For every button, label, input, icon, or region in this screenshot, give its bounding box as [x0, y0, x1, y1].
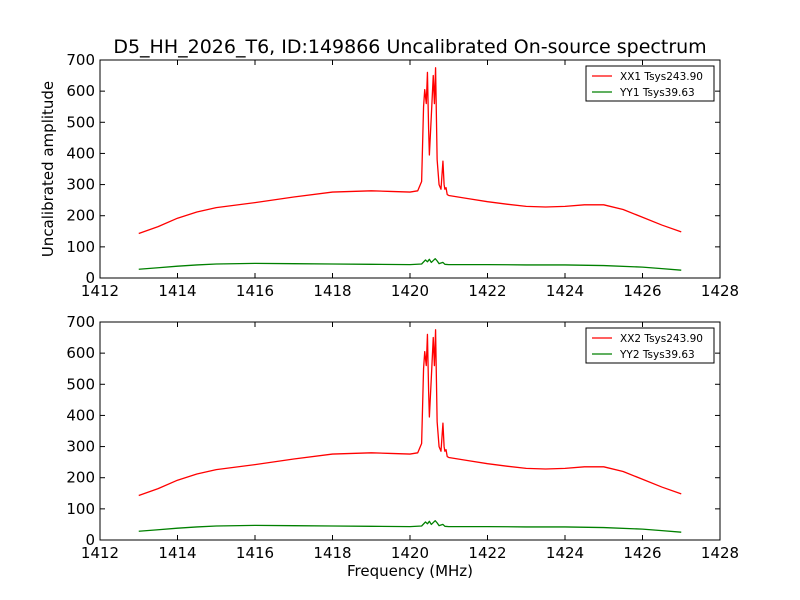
legend-label: XX1 Tsys243.90: [620, 71, 703, 83]
x-tick-label: 1428: [701, 544, 739, 562]
x-tick-label: 1426: [623, 282, 661, 300]
y-tick-label: 400: [66, 406, 95, 424]
y-tick-label: 600: [66, 82, 95, 100]
x-tick-label: 1412: [81, 282, 119, 300]
x-tick-label: 1418: [313, 544, 351, 562]
x-tick-label: 1420: [391, 544, 429, 562]
x-tick-label: 1414: [158, 544, 196, 562]
y-tick-label: 700: [66, 51, 95, 69]
y-tick-label: 0: [85, 269, 95, 287]
bottom-panel: 1412 1414 1416 1418 1420 1422 1424 1426 1428 0 100…: [66, 313, 739, 562]
x-tick-label: 1416: [236, 544, 274, 562]
y-tick-label: 200: [66, 207, 95, 225]
legend-label: YY2 Tsys39.63: [619, 349, 695, 361]
chart-title: D5_HH_2026_T6, ID:149866 Uncalibrated On…: [113, 36, 706, 58]
x-tick-label: 1416: [236, 282, 274, 300]
x-tick-label: 1422: [468, 544, 506, 562]
y-axis-label: Uncalibrated amplitude: [39, 81, 57, 257]
y-tick-label: 200: [66, 469, 95, 487]
y-tick-label: 600: [66, 344, 95, 362]
series-line-yy-panel-2: [138, 520, 682, 533]
series-line-xx-panel-2: [138, 329, 682, 497]
y-tick-label: 100: [66, 500, 95, 518]
y-tick-label: 0: [85, 531, 95, 549]
x-tick-label: 1412: [81, 544, 119, 562]
x-tick-label: 1426: [623, 544, 661, 562]
x-tick-label: 1414: [158, 282, 196, 300]
x-tick-label: 1422: [468, 282, 506, 300]
legend-label: YY1 Tsys39.63: [619, 87, 695, 99]
y-tick-label: 300: [66, 176, 95, 194]
x-axis-label: Frequency (MHz): [347, 562, 473, 580]
x-tick-label: 1428: [701, 282, 739, 300]
x-tick-label: 1424: [546, 282, 584, 300]
y-tick-label: 300: [66, 438, 95, 456]
legend-box: [585, 327, 715, 364]
legend-panel-1: XX1 Tsys243.90 YY1 Tsys39.63: [585, 65, 715, 102]
y-tick-label: 400: [66, 144, 95, 162]
x-tick-label: 1418: [313, 282, 351, 300]
legend-box: [585, 65, 715, 102]
y-tick-label: 500: [66, 113, 95, 131]
top-panel: 1412 1414 1416 1418 1420 1422 1424 1426 1428 0 100…: [66, 51, 739, 300]
x-tick-label: 1424: [546, 544, 584, 562]
series-line-yy-panel-1: [138, 258, 682, 271]
legend-panel-2: XX2 Tsys243.90 YY2 Tsys39.63: [585, 327, 715, 364]
y-tick-label: 700: [66, 313, 95, 331]
x-tick-label: 1420: [391, 282, 429, 300]
y-tick-label: 500: [66, 375, 95, 393]
y-tick-label: 100: [66, 238, 95, 256]
series-line-xx-panel-1: [138, 67, 682, 235]
legend-label: XX2 Tsys243.90: [620, 333, 703, 345]
